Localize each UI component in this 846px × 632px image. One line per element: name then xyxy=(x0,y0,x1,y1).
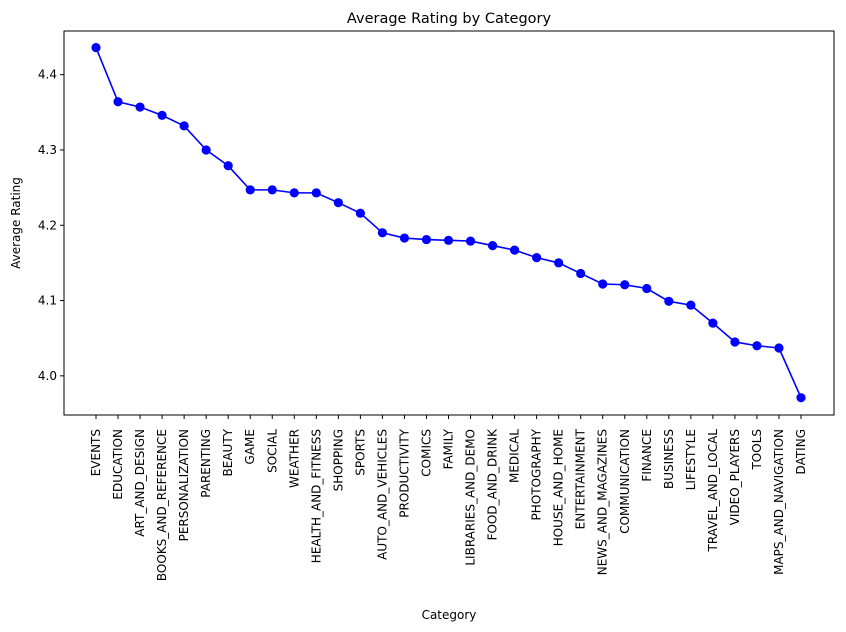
chart-title: Average Rating by Category xyxy=(347,11,552,27)
data-point xyxy=(113,97,123,107)
y-axis: 4.0 4.1 4.2 4.3 4.4 xyxy=(38,68,64,383)
x-tick-label: SHOPPING xyxy=(331,429,345,491)
data-point xyxy=(399,233,410,243)
x-tick-label: TOOLS xyxy=(750,429,764,471)
x-tick-label: DATING xyxy=(794,429,808,474)
data-point xyxy=(223,161,233,171)
data-point xyxy=(267,185,277,195)
data-point xyxy=(91,42,101,53)
x-tick-label: ART_AND_DESIGN xyxy=(133,429,147,537)
x-tick-label: SOCIAL xyxy=(265,429,279,473)
x-tick-label: PARENTING xyxy=(199,429,213,498)
x-tick-label: FINANCE xyxy=(640,429,654,482)
x-tick-label: FOOD_AND_DRINK xyxy=(486,428,500,541)
data-point xyxy=(311,188,321,198)
x-tick-label: VIDEO_PLAYERS xyxy=(728,429,742,525)
data-point xyxy=(532,253,542,263)
x-tick-label: COMMUNICATION xyxy=(618,429,632,534)
data-point xyxy=(774,343,784,353)
plot-area xyxy=(64,31,834,415)
x-tick-label: SPORTS xyxy=(353,429,367,476)
x-tick-label: LIFESTYLE xyxy=(684,429,698,490)
data-point xyxy=(620,280,630,290)
data-point xyxy=(730,337,740,347)
data-point xyxy=(664,296,674,306)
data-point xyxy=(355,208,365,218)
data-point xyxy=(289,188,299,198)
x-tick-label: BEAUTY xyxy=(221,428,235,476)
x-tick-label: LIBRARIES_AND_DEMO xyxy=(464,429,478,566)
data-point xyxy=(796,393,806,403)
series-line xyxy=(91,42,806,403)
x-tick-label: COMICS xyxy=(419,429,433,477)
data-point xyxy=(201,145,211,155)
data-point xyxy=(487,240,498,251)
x-tick-label: ENTERTAINMENT xyxy=(574,428,588,529)
x-tick-label: BOOKS_AND_REFERENCE xyxy=(155,429,169,581)
y-tick-label: 4.0 xyxy=(38,369,57,383)
x-tick-label: BUSINESS xyxy=(662,429,676,489)
x-tick-label: PHOTOGRAPHY xyxy=(530,428,544,520)
y-tick-label: 4.1 xyxy=(38,294,57,308)
data-point xyxy=(377,228,388,238)
data-point xyxy=(708,318,718,328)
x-tick-label: AUTO_AND_VEHICLES xyxy=(375,429,389,560)
x-tick-label: MEDICAL xyxy=(508,429,522,483)
y-tick-label: 4.3 xyxy=(38,143,57,157)
data-point xyxy=(554,258,564,268)
x-tick-label: HEALTH_AND_FITNESS xyxy=(309,429,323,563)
data-point xyxy=(576,268,586,279)
data-point xyxy=(686,300,696,310)
data-point xyxy=(752,341,762,351)
data-point xyxy=(157,110,167,120)
x-axis-label: Category xyxy=(422,608,477,622)
x-tick-label: GAME xyxy=(243,429,257,464)
x-tick-label: EVENTS xyxy=(89,429,103,476)
x-tick-label: HOUSE_AND_HOME xyxy=(552,429,566,546)
data-point xyxy=(421,234,432,245)
x-tick-label: NEWS_AND_MAGAZINES xyxy=(596,429,610,575)
x-tick-label: MAPS_AND_NAVIGATION xyxy=(772,429,786,575)
data-point xyxy=(642,283,652,294)
x-tick-label: PRODUCTIVITY xyxy=(397,428,411,517)
y-tick-label: 4.4 xyxy=(38,68,57,82)
x-tick-label: EDUCATION xyxy=(111,429,125,500)
plot-frame xyxy=(63,30,835,416)
data-point xyxy=(333,198,343,208)
x-tick-label: WEATHER xyxy=(287,429,301,488)
data-point xyxy=(179,121,189,131)
x-tick-label: FAMILY xyxy=(442,428,456,469)
x-tick-label: TRAVEL_AND_LOCAL xyxy=(706,429,720,553)
y-axis-label: Average Rating xyxy=(9,177,23,269)
x-axis: EVENTS EDUCATION ART_AND_DESIGN BOOKS_AND_R… xyxy=(89,415,808,581)
data-point xyxy=(509,245,520,255)
data-point xyxy=(465,236,476,246)
x-tick-label: PERSONALIZATION xyxy=(177,429,191,541)
data-point xyxy=(443,235,454,245)
y-tick-label: 4.2 xyxy=(38,218,57,232)
data-point xyxy=(598,279,608,289)
data-point xyxy=(245,185,255,195)
data-point xyxy=(135,102,145,112)
